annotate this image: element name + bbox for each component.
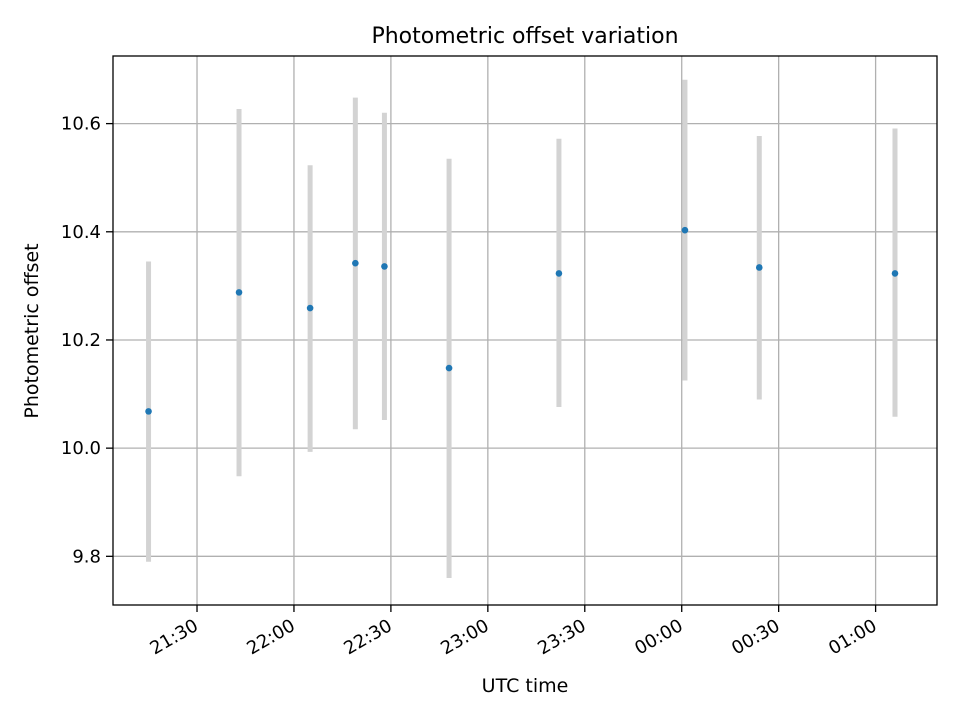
- x-tick-label: 23:30: [534, 615, 589, 659]
- x-ticks: 21:30 22:00 22:30 23:00 23:30 00:00 00:30 01:00: [146, 605, 881, 659]
- data-point: [891, 270, 899, 277]
- error-bars: [146, 79, 898, 578]
- data-points: [145, 226, 899, 415]
- y-tick-label: 10.2: [61, 330, 101, 351]
- y-axis-label: Photometric offset: [21, 243, 43, 418]
- y-tick-label: 10.6: [61, 114, 101, 135]
- x-tick-label: 23:00: [437, 615, 492, 659]
- x-tick-label: 00:00: [631, 615, 686, 659]
- data-point: [755, 264, 763, 271]
- x-axis-label: UTC time: [482, 675, 569, 697]
- y-tick-label: 9.8: [72, 546, 101, 567]
- y-tick-label: 10.4: [61, 222, 101, 243]
- x-tick-label: 22:30: [340, 615, 395, 659]
- data-point: [235, 289, 243, 296]
- data-point: [681, 226, 689, 234]
- y-tick-label: 10.0: [61, 438, 101, 459]
- data-point: [352, 259, 359, 267]
- y-ticks: 9.8 10.0 10.2 10.4 10.6: [61, 114, 113, 567]
- x-tick-label: 21:30: [146, 615, 201, 659]
- x-tick-label: 01:00: [825, 615, 880, 659]
- data-point: [381, 263, 388, 270]
- data-point: [445, 364, 453, 372]
- data-point: [555, 270, 563, 277]
- grid-lines: [113, 56, 937, 605]
- plot-frame: [112, 55, 938, 606]
- x-tick-label: 00:30: [728, 615, 783, 659]
- data-point: [306, 304, 314, 312]
- chart-title: Photometric offset variation: [371, 24, 678, 49]
- x-tick-label: 22:00: [243, 615, 298, 659]
- data-point: [145, 408, 152, 415]
